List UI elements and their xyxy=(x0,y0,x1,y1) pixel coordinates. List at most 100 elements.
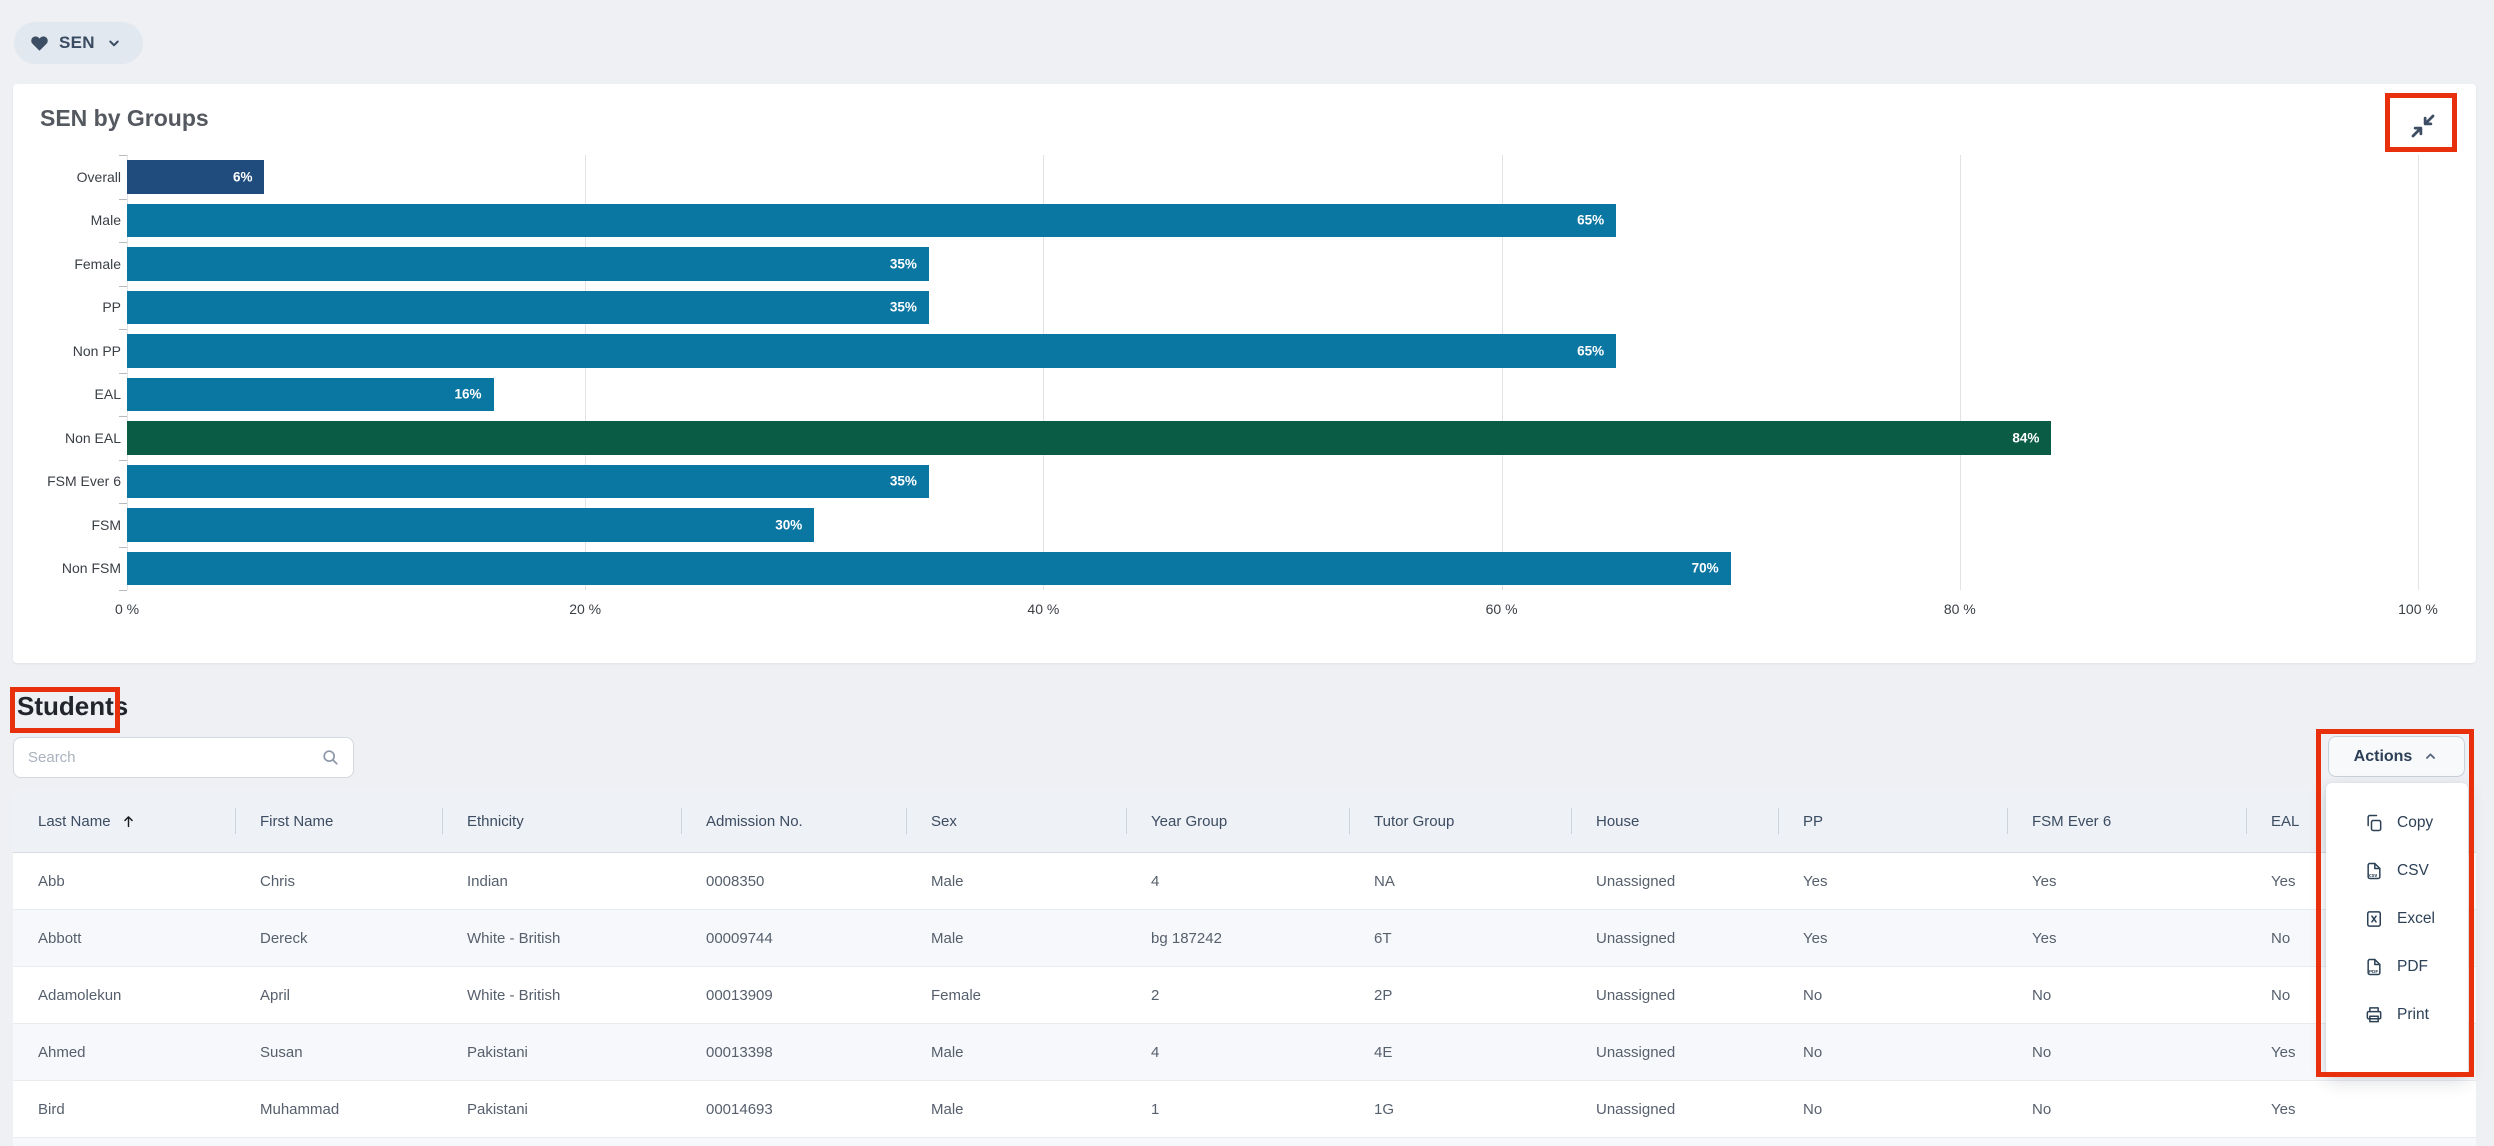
column-header-label: Ethnicity xyxy=(467,813,524,830)
cell-tutor-group: 2P xyxy=(1349,967,1571,1023)
cell-admission-no-: 00009744 xyxy=(681,910,906,966)
table-row-ahmed[interactable]: AhmedSusanPakistani00013398Male44EUnassi… xyxy=(13,1024,2476,1081)
column-header-house[interactable]: House xyxy=(1571,790,1778,852)
chart-category-axis: OverallMaleFemalePPNon PPEALNon EALFSM E… xyxy=(13,155,124,590)
column-header-label: Admission No. xyxy=(706,813,803,830)
cell-year-group: bg 187242 xyxy=(1126,910,1349,966)
bar-fsm[interactable]: 30% xyxy=(127,508,814,542)
bar-female[interactable]: 35% xyxy=(127,247,929,281)
category-label-non-pp: Non PP xyxy=(13,329,124,373)
bar-non-fsm[interactable]: 70% xyxy=(127,552,1731,586)
axis-tick xyxy=(119,155,127,156)
bar-value-label: 65% xyxy=(1577,213,1604,228)
cell-house: Unassigned xyxy=(1571,967,1778,1023)
chart-row-pp: 35% xyxy=(127,286,2418,330)
column-header-label: EAL xyxy=(2271,813,2299,830)
menu-item-copy[interactable]: Copy xyxy=(2326,799,2468,847)
bar-non-eal[interactable]: 84% xyxy=(127,421,2051,455)
category-label-eal: EAL xyxy=(13,373,124,417)
cell-last-name: Adamolekun xyxy=(13,967,235,1023)
menu-item-pdf[interactable]: PDFPDF xyxy=(2326,943,2468,991)
actions-button-label: Actions xyxy=(2354,748,2413,766)
excel-file-icon xyxy=(2364,909,2384,929)
x-tick-label: 20 % xyxy=(540,601,630,617)
bar-value-label: 35% xyxy=(890,300,917,315)
bar-non-pp[interactable]: 65% xyxy=(127,334,1616,368)
bar-pp[interactable]: 35% xyxy=(127,291,929,325)
cell-house: Unassigned xyxy=(1571,1081,1778,1137)
actions-button[interactable]: Actions xyxy=(2328,736,2465,777)
column-header-tutor-group[interactable]: Tutor Group xyxy=(1349,790,1571,852)
cell-sex: Male xyxy=(906,910,1126,966)
column-header-admission-no-[interactable]: Admission No. xyxy=(681,790,906,852)
chart-row-female: 35% xyxy=(127,242,2418,286)
gridline-100 xyxy=(2418,155,2419,590)
x-tick-label: 80 % xyxy=(1915,601,2005,617)
cell-pp: No xyxy=(1778,1081,2007,1137)
cell-sex: Male xyxy=(906,853,1126,909)
cell-sex: Female xyxy=(906,967,1126,1023)
column-header-label: Year Group xyxy=(1151,813,1227,830)
cell-fsm-ever-6: Yes xyxy=(2007,910,2246,966)
column-header-first-name[interactable]: First Name xyxy=(235,790,442,852)
category-label-fsm: FSM xyxy=(13,503,124,547)
column-header-pp[interactable]: PP xyxy=(1778,790,2007,852)
printer-icon xyxy=(2364,1005,2384,1025)
cell-tutor-group: 4E xyxy=(1349,1024,1571,1080)
cell-fsm-ever-6: No xyxy=(2007,1081,2246,1137)
table-row-adamolekun[interactable]: AdamolekunAprilWhite - British00013909Fe… xyxy=(13,967,2476,1024)
axis-tick xyxy=(119,503,127,504)
pdf-file-icon: PDF xyxy=(2364,957,2384,977)
bar-value-label: 70% xyxy=(1692,561,1719,576)
x-tick-label: 40 % xyxy=(998,601,1088,617)
cell-first-name: April xyxy=(235,967,442,1023)
table-row-abbott[interactable]: AbbottDereckWhite - British00009744Maleb… xyxy=(13,910,2476,967)
menu-item-csv[interactable]: csvCSV xyxy=(2326,847,2468,895)
column-header-last-name[interactable]: Last Name xyxy=(13,790,235,852)
axis-tick xyxy=(119,547,127,548)
category-label-fsm-ever-6: FSM Ever 6 xyxy=(13,460,124,504)
search-input[interactable] xyxy=(14,749,320,766)
chart-title: SEN by Groups xyxy=(40,105,209,132)
menu-item-label: Excel xyxy=(2397,910,2435,928)
column-header-fsm-ever-6[interactable]: FSM Ever 6 xyxy=(2007,790,2246,852)
cell-year-group: 4 xyxy=(1126,1024,1349,1080)
sort-ascending-icon xyxy=(120,813,137,830)
cell-sex: Male xyxy=(906,1024,1126,1080)
bar-eal[interactable]: 16% xyxy=(127,378,494,412)
cell-pp: No xyxy=(1778,1024,2007,1080)
actions-menu: CopycsvCSV Excel PDFPDFPrint xyxy=(2326,783,2468,1075)
cell-house: Unassigned xyxy=(1571,1024,1778,1080)
collapse-chart-button[interactable] xyxy=(2403,106,2443,146)
menu-item-excel[interactable]: Excel xyxy=(2326,895,2468,943)
cell-tutor-group: 1G xyxy=(1349,1081,1571,1137)
chart-row-non-fsm: 70% xyxy=(127,547,2418,591)
cell-tutor-group: NA xyxy=(1349,853,1571,909)
cell-last-name: Abbott xyxy=(13,910,235,966)
table-row-bird[interactable]: BirdMuhammadPakistani00014693Male11GUnas… xyxy=(13,1081,2476,1138)
cell-sex: Male xyxy=(906,1081,1126,1137)
cell-year-group: 2 xyxy=(1126,967,1349,1023)
bar-fsm-ever-6[interactable]: 35% xyxy=(127,465,929,499)
students-heading: Students xyxy=(17,691,128,722)
axis-tick xyxy=(119,286,127,287)
sen-filter-pill[interactable]: SEN xyxy=(14,22,143,64)
table-row-abb[interactable]: AbbChrisIndian0008350Male4NAUnassignedYe… xyxy=(13,853,2476,910)
cell-year-group: 4 xyxy=(1126,853,1349,909)
bar-overall[interactable]: 6% xyxy=(127,160,264,194)
cell-year-group: 1 xyxy=(1126,1081,1349,1137)
column-header-sex[interactable]: Sex xyxy=(906,790,1126,852)
column-header-ethnicity[interactable]: Ethnicity xyxy=(442,790,681,852)
column-header-year-group[interactable]: Year Group xyxy=(1126,790,1349,852)
cell-last-name: Ahmed xyxy=(13,1024,235,1080)
table-header-row: Last NameFirst Name Ethnicity Admission No… xyxy=(13,790,2476,853)
menu-item-label: CSV xyxy=(2397,862,2429,880)
bar-male[interactable]: 65% xyxy=(127,204,1616,238)
category-label-overall: Overall xyxy=(13,155,124,199)
cell-fsm-ever-6: No xyxy=(2007,967,2246,1023)
menu-item-print[interactable]: Print xyxy=(2326,991,2468,1039)
heart-icon xyxy=(30,34,49,53)
students-search[interactable] xyxy=(13,737,354,778)
x-tick-label: 0 % xyxy=(82,601,172,617)
students-table: Last NameFirst Name Ethnicity Admission No… xyxy=(13,790,2476,1138)
